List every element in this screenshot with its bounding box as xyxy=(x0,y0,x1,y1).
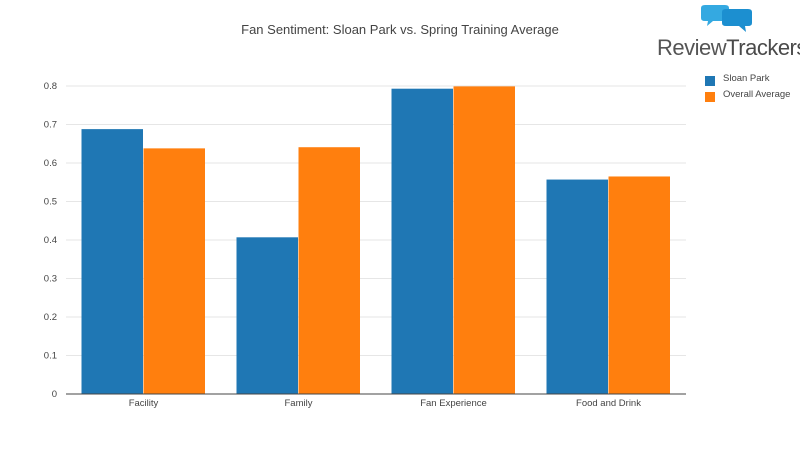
bar-overall-average[interactable] xyxy=(298,147,361,394)
bar-sloan-park[interactable] xyxy=(81,129,144,394)
x-tick-label: Family xyxy=(285,398,313,409)
speech-bubbles-icon xyxy=(701,5,752,32)
bar-overall-average[interactable] xyxy=(143,148,206,394)
axis-layer: 0 0.1 0.2 0.3 0.4 0.5 0.6 0.7 0.8 Facility Family F… xyxy=(44,81,686,409)
y-tick-label: 0.7 xyxy=(44,120,57,131)
legend-item-sloan-park[interactable]: Sloan Park xyxy=(705,72,800,88)
y-tick-label: 0 xyxy=(52,389,57,400)
bar-overall-average[interactable] xyxy=(453,86,516,394)
legend: Sloan Park Overall Average xyxy=(705,72,800,104)
bar-sloan-park[interactable] xyxy=(546,179,609,394)
y-tick-label: 0.4 xyxy=(44,235,57,246)
logo-text-trackers: Trackers xyxy=(726,35,800,60)
x-tick-label: Food and Drink xyxy=(576,398,641,409)
legend-swatch-overall-average xyxy=(705,92,715,102)
bar-sloan-park[interactable] xyxy=(391,88,454,394)
bar-overall-average[interactable] xyxy=(608,176,671,394)
y-tick-label: 0.6 xyxy=(44,158,57,169)
logo-text-review: Review xyxy=(657,35,727,60)
legend-item-overall-average[interactable]: Overall Average xyxy=(705,88,800,104)
y-tick-label: 0.2 xyxy=(44,312,57,323)
bar-sloan-park[interactable] xyxy=(236,237,299,394)
legend-label-sloan-park: Sloan Park xyxy=(723,73,770,84)
bars-layer xyxy=(81,86,671,394)
y-tick-label: 0.1 xyxy=(44,351,57,362)
chart-title: Fan Sentiment: Sloan Park vs. Spring Tra… xyxy=(241,22,559,37)
x-tick-label: Facility xyxy=(129,398,159,409)
legend-swatch-sloan-park xyxy=(705,76,715,86)
y-tick-label: 0.3 xyxy=(44,274,57,285)
y-tick-label: 0.5 xyxy=(44,197,57,208)
reviewtrackers-logo: ReviewTrackers xyxy=(650,4,800,64)
legend-label-overall-average: Overall Average xyxy=(723,89,791,100)
x-tick-label: Fan Experience xyxy=(420,398,487,409)
y-tick-label: 0.8 xyxy=(44,81,57,92)
logo-text: ReviewTrackers xyxy=(657,35,800,61)
